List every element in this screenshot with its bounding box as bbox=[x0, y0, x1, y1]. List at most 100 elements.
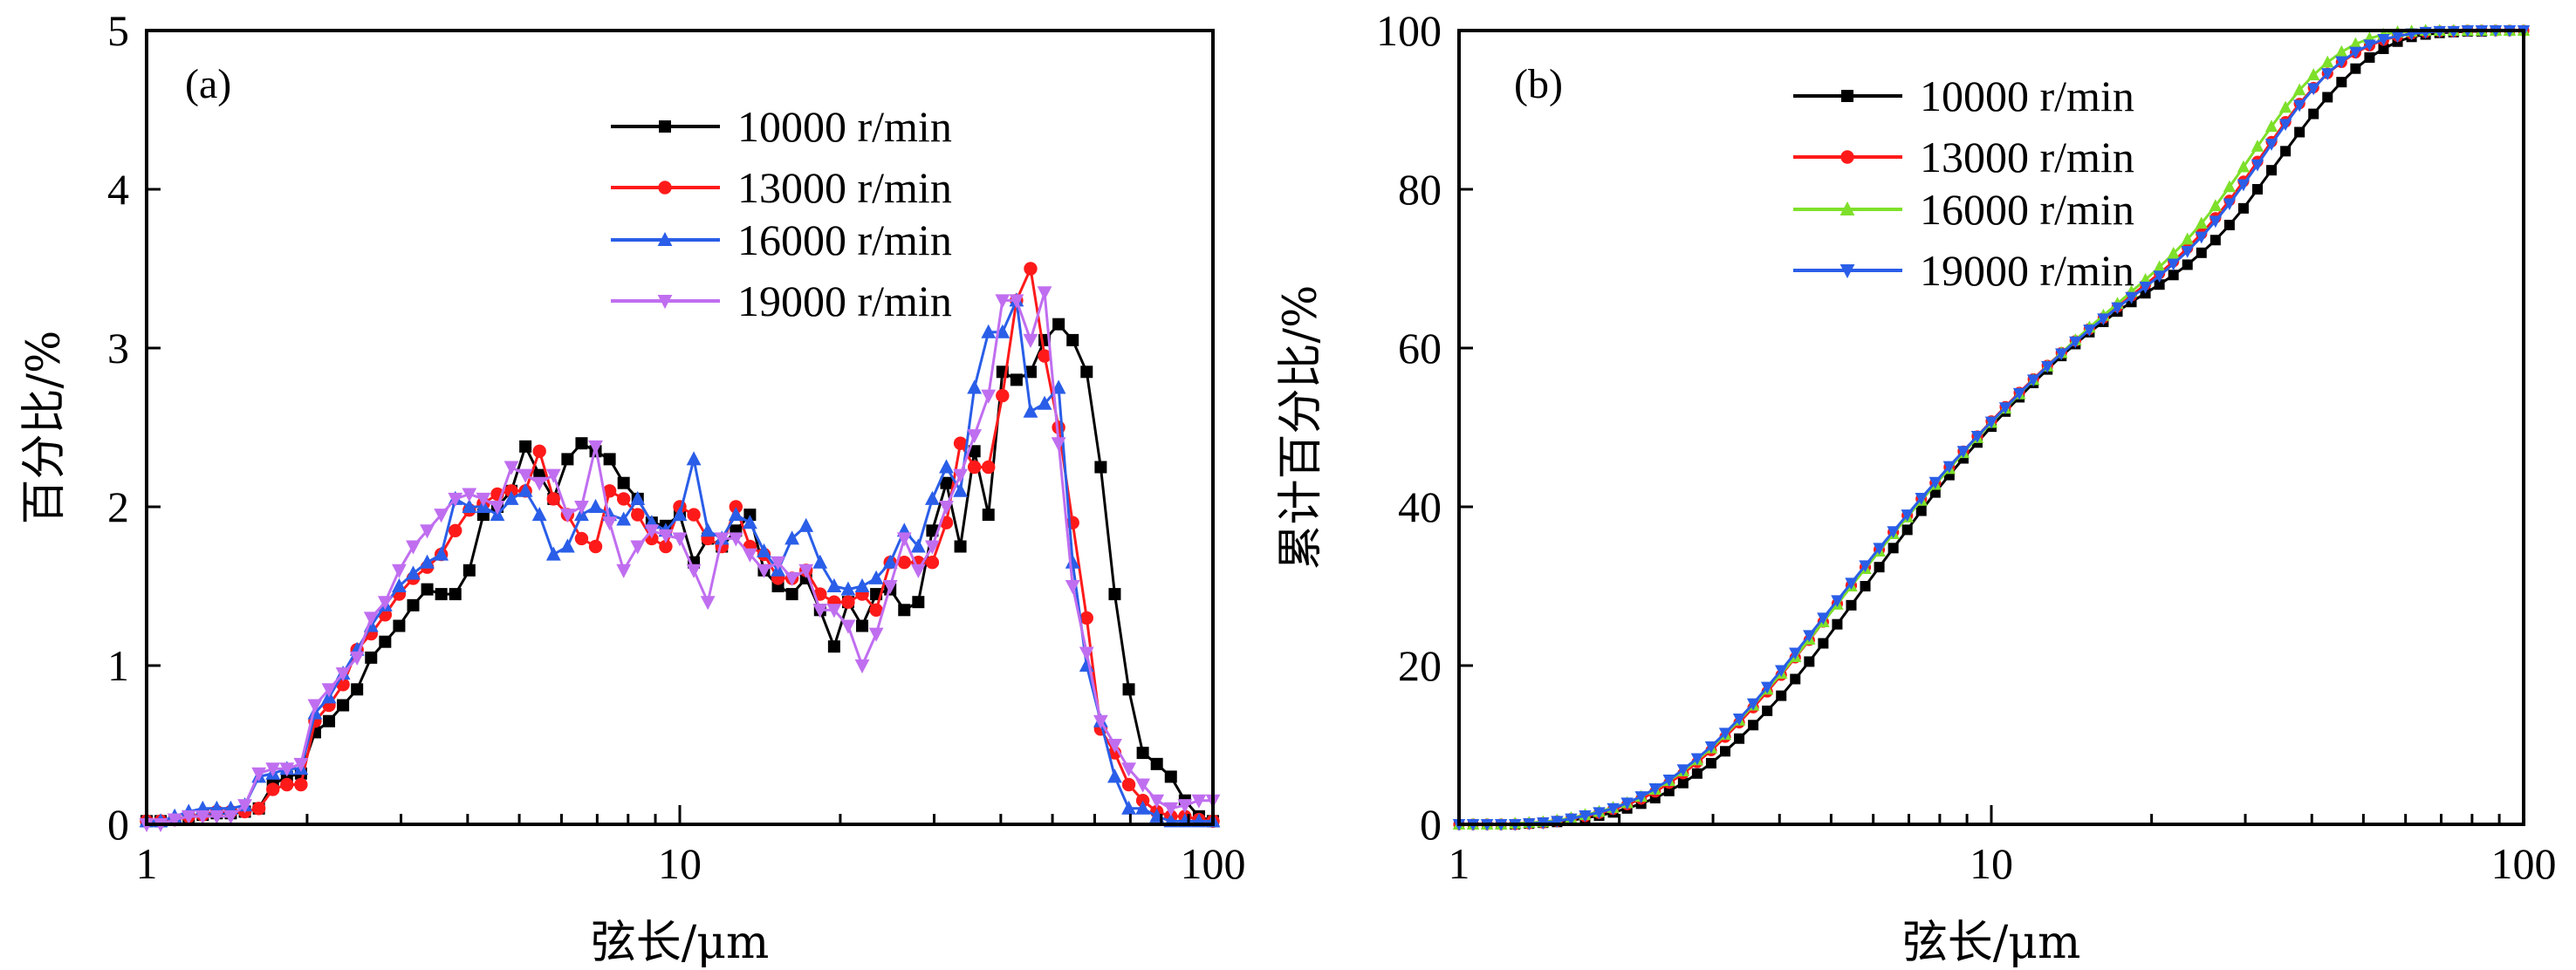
data-point bbox=[1901, 524, 1913, 536]
data-point bbox=[826, 604, 842, 618]
data-point bbox=[982, 460, 996, 475]
legend-label: 16000 r/min bbox=[737, 215, 952, 264]
data-point bbox=[672, 507, 688, 522]
data-point bbox=[504, 490, 519, 505]
data-point bbox=[2237, 179, 2251, 192]
data-point bbox=[351, 683, 364, 696]
data-point bbox=[2264, 120, 2278, 133]
data-point bbox=[321, 683, 337, 698]
data-point bbox=[869, 603, 883, 617]
data-point bbox=[995, 324, 1011, 338]
data-point bbox=[1648, 783, 1661, 796]
data-point bbox=[617, 476, 630, 489]
data-point bbox=[2349, 46, 2362, 59]
data-point bbox=[434, 509, 449, 523]
panel-b: 1 10 100 0 20 40 60 80 100 (b) 弦长/μm 累计百分比/% 100… bbox=[1275, 6, 2557, 969]
data-point bbox=[406, 565, 421, 580]
data-point bbox=[1803, 630, 1816, 643]
x-tick-label: 10 bbox=[1970, 839, 2013, 888]
data-point bbox=[323, 714, 336, 728]
data-point bbox=[519, 440, 532, 453]
data-point bbox=[2111, 302, 2124, 315]
data-point bbox=[2280, 146, 2292, 157]
data-point bbox=[868, 570, 884, 584]
data-point bbox=[406, 540, 421, 555]
data-point bbox=[167, 813, 182, 828]
data-point bbox=[925, 490, 940, 505]
data-point bbox=[434, 546, 449, 561]
data-point bbox=[2251, 140, 2264, 152]
data-point bbox=[1762, 705, 1773, 716]
data-point bbox=[1845, 577, 1858, 591]
data-point bbox=[1107, 768, 1122, 783]
data-point bbox=[532, 444, 546, 458]
data-point bbox=[798, 564, 814, 578]
data-point bbox=[1887, 526, 1900, 539]
data-point bbox=[1023, 403, 1038, 418]
data-point bbox=[1024, 262, 1038, 276]
data-point bbox=[616, 564, 632, 578]
data-point bbox=[337, 699, 350, 712]
data-point bbox=[1565, 813, 1578, 826]
data-point bbox=[2278, 119, 2292, 132]
legend-item: 16000 r/min bbox=[611, 215, 952, 264]
data-point bbox=[2292, 83, 2306, 96]
data-point bbox=[910, 564, 926, 578]
data-point bbox=[1887, 543, 1899, 554]
data-point bbox=[742, 515, 757, 529]
data-point bbox=[1066, 333, 1079, 346]
data-point bbox=[363, 611, 379, 626]
data-point bbox=[2294, 126, 2305, 138]
data-point bbox=[728, 532, 743, 547]
data-point bbox=[1023, 333, 1038, 348]
legend-marker-icon bbox=[1840, 150, 1854, 164]
data-point bbox=[2252, 184, 2263, 195]
legend-label: 16000 r/min bbox=[1920, 185, 2134, 234]
data-point bbox=[2364, 51, 2375, 63]
data-point bbox=[435, 588, 448, 601]
data-point bbox=[2125, 291, 2138, 304]
data-point bbox=[1915, 492, 1928, 505]
data-point bbox=[981, 324, 997, 338]
legend-marker-icon bbox=[657, 295, 673, 310]
data-point bbox=[1915, 505, 1927, 516]
legend-marker-icon bbox=[1840, 201, 1855, 215]
data-point bbox=[574, 501, 589, 516]
legend-label: 13000 r/min bbox=[737, 163, 952, 212]
data-point bbox=[2168, 270, 2179, 281]
data-point bbox=[2041, 360, 2054, 373]
data-point bbox=[1790, 673, 1801, 685]
data-point bbox=[2391, 31, 2404, 44]
panel-b-ylabel: 累计百分比/% bbox=[1275, 285, 1327, 570]
data-point bbox=[742, 548, 757, 563]
data-point bbox=[2335, 44, 2348, 58]
data-point bbox=[2350, 63, 2361, 74]
data-point bbox=[854, 577, 870, 592]
data-point bbox=[2321, 55, 2334, 68]
data-point bbox=[939, 501, 954, 516]
data-point bbox=[407, 598, 420, 611]
data-point bbox=[2139, 281, 2152, 294]
y-tick-label: 0 bbox=[107, 800, 129, 849]
data-point bbox=[2182, 259, 2193, 270]
data-point bbox=[1860, 581, 1871, 591]
data-point bbox=[279, 762, 295, 777]
data-point bbox=[1732, 713, 1746, 726]
series-19000 bbox=[139, 286, 1221, 833]
data-point bbox=[2237, 202, 2249, 214]
data-point bbox=[981, 389, 997, 404]
y-tick-label: 60 bbox=[1398, 324, 1442, 372]
data-point bbox=[910, 538, 926, 553]
data-point bbox=[1818, 638, 1829, 649]
data-point bbox=[1942, 461, 1956, 474]
data-point bbox=[686, 564, 702, 578]
data-point bbox=[2069, 336, 2082, 349]
data-point bbox=[462, 564, 476, 577]
data-point bbox=[826, 577, 842, 592]
data-point bbox=[1720, 746, 1730, 757]
data-point bbox=[379, 635, 392, 648]
data-point bbox=[545, 468, 561, 483]
